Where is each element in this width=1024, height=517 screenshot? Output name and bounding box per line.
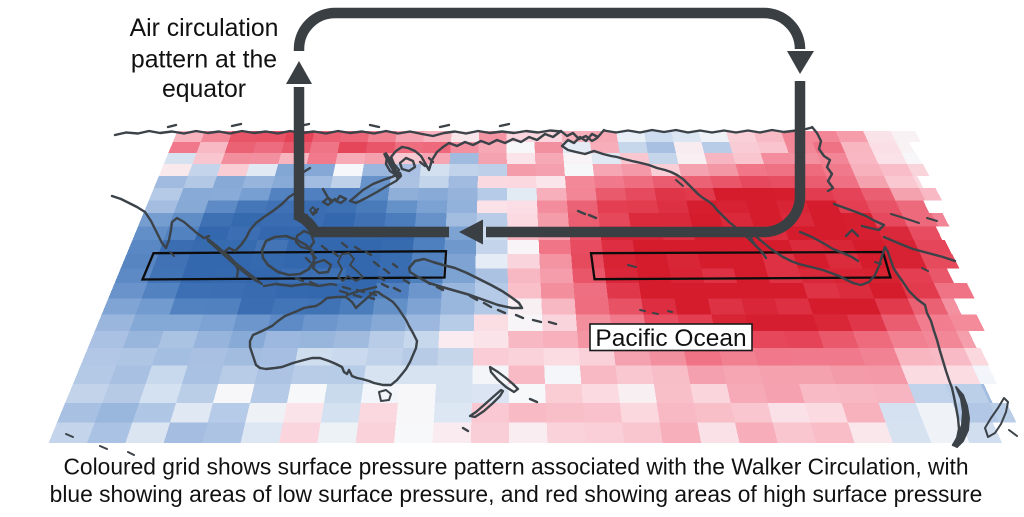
svg-text:Air circulation: Air circulation <box>130 15 279 42</box>
svg-text:Coloured grid shows surface pr: Coloured grid shows surface pressure pat… <box>63 454 968 480</box>
svg-text:pattern at the: pattern at the <box>131 47 277 74</box>
svg-text:Pacific Ocean: Pacific Ocean <box>595 325 746 352</box>
svg-text:equator: equator <box>162 76 246 103</box>
svg-text:blue showing areas of low surf: blue showing areas of low surface pressu… <box>50 481 983 507</box>
